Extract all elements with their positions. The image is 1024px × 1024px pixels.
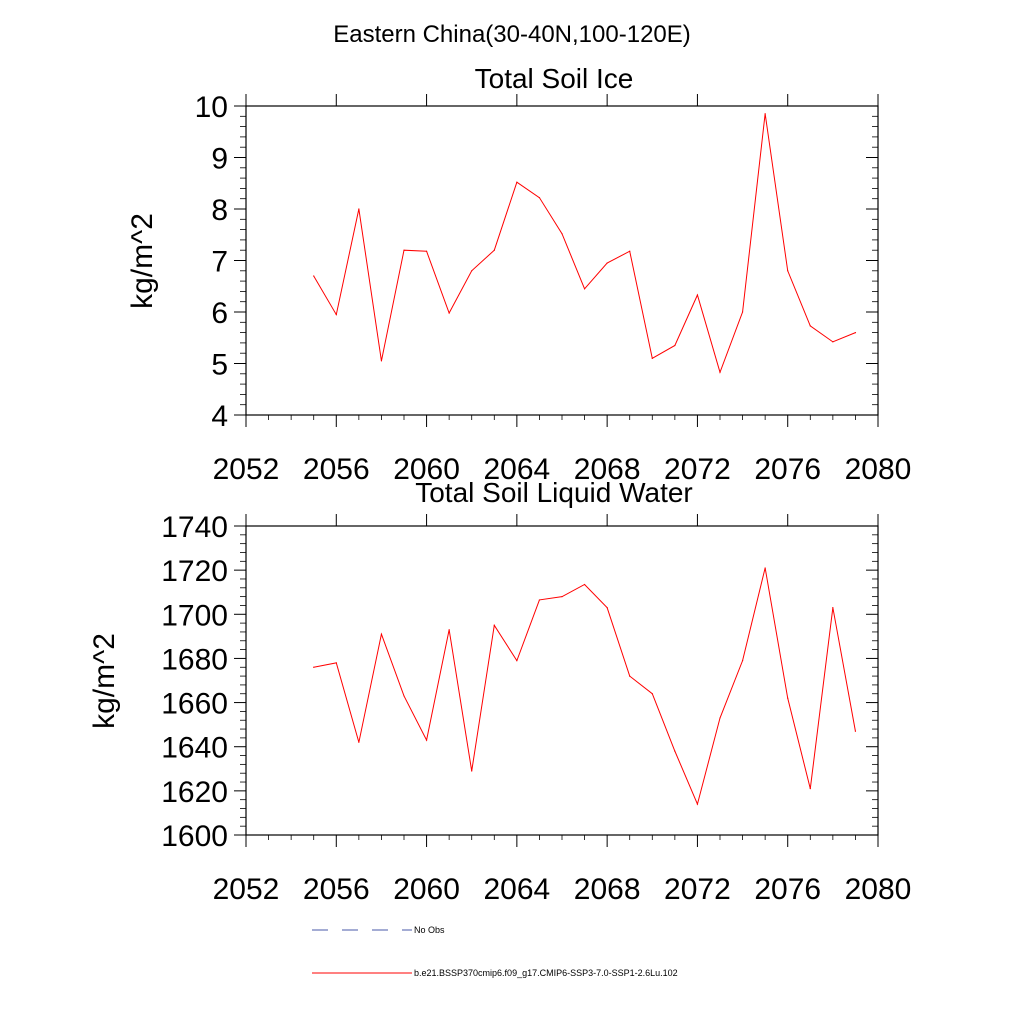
data-point [741,311,744,313]
data-point [538,197,541,199]
data-point [787,697,789,699]
y-tick-label: 5 [211,349,228,382]
x-tick-label: 2060 [393,453,460,486]
data-point [471,770,473,772]
data-point [538,599,541,601]
x-tick-label: 2064 [483,873,550,906]
data-point [380,360,383,362]
series-line [313,113,856,374]
data-point [809,325,811,327]
data-point [561,233,563,235]
data-point [809,788,811,790]
data-point [335,662,337,664]
x-tick-label: 2080 [845,453,912,486]
y-tick-label: 1600 [161,820,228,853]
x-tick-label: 2052 [213,453,280,486]
y-tick-label: 1680 [161,643,228,676]
x-tick-label: 2064 [483,453,550,486]
data-point [719,371,721,373]
data-point [448,312,450,314]
y-tick-label: 1640 [161,732,228,765]
x-tick-label: 2060 [393,873,460,906]
x-tick-label: 2072 [664,453,731,486]
y-tick-label: 1620 [161,776,228,809]
data-point [787,270,789,272]
data-point [606,607,608,609]
data-point [629,675,631,677]
chart-title: Total Soil Ice [475,63,634,94]
y-tick-label: 1700 [161,599,228,632]
x-tick-label: 2068 [574,873,641,906]
y-axis-label: kg/m^2 [126,213,159,309]
data-point [516,660,518,662]
y-tick-label: 6 [211,297,228,330]
data-point [403,695,405,697]
data-point [313,275,315,277]
y-tick-label: 1740 [161,511,228,544]
x-tick-label: 2076 [754,873,821,906]
data-point [561,596,563,598]
data-point [380,633,383,635]
data-point [674,750,676,752]
plot-frame [245,105,879,416]
data-point [425,250,428,252]
data-point [358,741,360,743]
data-point [493,249,495,251]
y-tick-label: 7 [211,246,228,279]
data-point [448,629,450,631]
legend: No Obs b.e21.BSSP370cmip6.f09_g17.CMIP6-… [312,925,678,978]
data-point [832,607,834,609]
x-tick-label: 2076 [754,453,821,486]
data-point [629,250,631,252]
data-point [403,249,405,251]
y-tick-label: 1660 [161,688,228,721]
chart-bottom-panel: Total Soil Liquid Water kg/m^2 2052 2056 2… [88,477,911,906]
data-point [854,730,857,732]
x-tick-label: 2052 [213,873,280,906]
y-axis-label: kg/m^2 [88,633,121,729]
data-point [696,294,699,296]
data-point [764,113,766,115]
data-point [583,288,586,290]
figure-title: Eastern China(30-40N,100-120E) [333,21,691,48]
data-point [696,803,699,805]
data-point [516,181,518,183]
x-tick-label: 2068 [574,453,641,486]
data-point [719,717,721,719]
data-point [358,208,360,210]
data-point [425,739,428,741]
legend-label-model: b.e21.BSSP370cmip6.f09_g17.CMIP6-SSP3-7.… [414,968,678,978]
legend-label-no-obs: No Obs [414,925,445,935]
data-point [741,660,744,662]
x-tick-label: 2056 [303,873,370,906]
data-point [583,583,586,586]
y-tick-label: 4 [211,400,228,433]
x-tick-label: 2056 [303,453,370,486]
chart-title: Total Soil Liquid Water [415,477,693,508]
y-tick-label: 9 [211,143,228,176]
x-tick-label: 2080 [845,873,912,906]
data-point [606,262,608,264]
data-point [493,624,495,626]
chart-top-panel: Total Soil Ice kg/m^2 2052 2056 2060 2064 20… [126,63,911,486]
data-point [651,693,653,695]
data-point [674,344,676,347]
data-point [471,270,473,272]
data-point [764,567,766,569]
data-point [651,357,653,359]
data-point [335,313,337,316]
data-point [832,341,834,343]
series-line [313,567,856,806]
y-tick-label: 10 [195,91,228,124]
y-tick-label: 8 [211,194,228,227]
y-tick-label: 1720 [161,555,228,588]
data-point [854,332,857,334]
x-tick-label: 2072 [664,873,731,906]
data-point [313,666,315,668]
